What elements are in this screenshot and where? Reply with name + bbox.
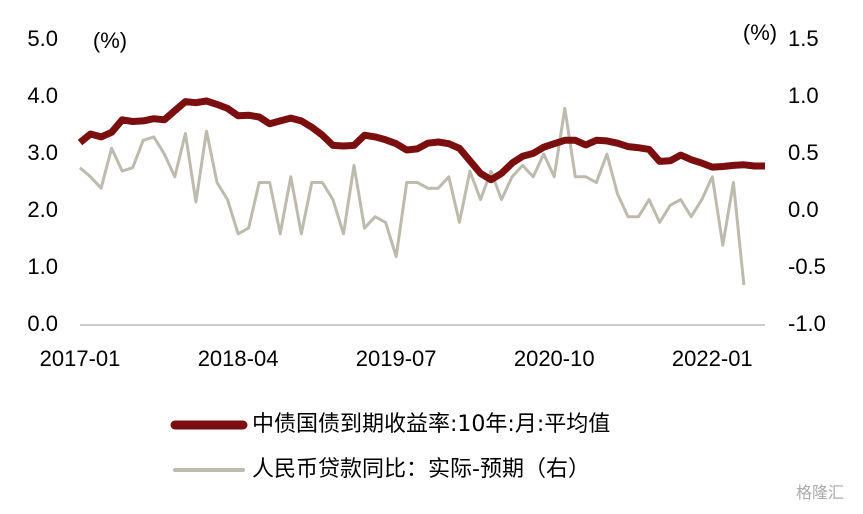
right-unit: (%) — [743, 20, 777, 45]
y-tick-label: 1.0 — [27, 254, 58, 279]
y2-tick-label: 1.0 — [788, 83, 819, 108]
y-tick-label: 5.0 — [27, 26, 58, 51]
y-tick-label: 3.0 — [27, 140, 58, 165]
x-tick-label: 2020-10 — [514, 346, 595, 371]
x-tick-label: 2017-01 — [40, 346, 121, 371]
y2-tick-label: -1.0 — [788, 311, 826, 336]
y2-tick-label: 1.5 — [788, 26, 819, 51]
series-line — [77, 97, 765, 184]
y-tick-label: 2.0 — [27, 197, 58, 222]
y2-tick-label: -0.5 — [788, 254, 826, 279]
y2-tick-label: 0.0 — [788, 197, 819, 222]
y-tick-label: 0.0 — [27, 311, 58, 336]
legend-label: 中债国债到期收益率:10年:月:平均值 — [252, 412, 610, 437]
y2-tick-label: 0.5 — [788, 140, 819, 165]
x-tick-label: 2018-04 — [198, 346, 279, 371]
watermark: 格隆汇 — [796, 484, 844, 502]
x-tick-label: 2022-01 — [672, 346, 753, 371]
y-tick-label: 4.0 — [27, 83, 58, 108]
series-line — [79, 106, 746, 286]
x-tick-label: 2019-07 — [356, 346, 437, 371]
left-unit: (%) — [93, 28, 127, 53]
legend-label: 人民币贷款同比：实际-预期（右） — [252, 457, 590, 482]
